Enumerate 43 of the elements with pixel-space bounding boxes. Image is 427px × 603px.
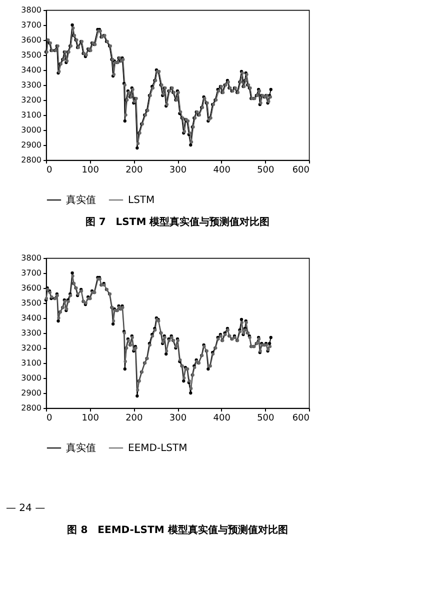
y-tick-label: 3400 <box>21 314 42 322</box>
y-tick-label: 2900 <box>21 140 42 150</box>
x-tick-label: 400 <box>213 166 231 176</box>
y-tick-label: 3500 <box>21 298 42 308</box>
x-tick-label: 600 <box>292 414 310 424</box>
y-tick-label: 3700 <box>21 268 42 278</box>
y-tick-label: 3300 <box>21 80 42 90</box>
y-tick-label: 2800 <box>21 404 42 412</box>
legend-label: LSTM <box>128 195 155 206</box>
y-tick-label: 2800 <box>21 156 42 164</box>
y-tick-label: 2900 <box>21 388 42 398</box>
y-tick-label: 3200 <box>21 96 42 104</box>
x-tick-label: 400 <box>213 414 231 424</box>
x-tick-label: 0 <box>46 414 52 424</box>
y-tick-label: 3000 <box>21 374 42 382</box>
y-tick-label: 3100 <box>21 358 42 368</box>
text: 图 7 LSTM 模型真实值与预测值对比图 <box>85 216 270 228</box>
y-tick-label: 3800 <box>21 254 42 262</box>
legend-label: EEMD-LSTM <box>128 443 188 454</box>
y-tick-label: 3800 <box>21 6 42 14</box>
x-tick-label: 500 <box>257 166 275 176</box>
text: 图 8 EEMD-LSTM 模型真实值与预测值对比图 <box>67 524 288 536</box>
y-tick-label: 3600 <box>21 284 42 292</box>
x-tick-label: 200 <box>126 166 144 176</box>
x-tick-label: 600 <box>292 166 310 176</box>
x-tick-label: 100 <box>82 166 100 176</box>
x-tick-label: 200 <box>126 414 144 424</box>
y-tick-label: 3200 <box>21 344 42 352</box>
legend-label: 真实值 <box>66 442 96 454</box>
y-tick-label: 3300 <box>21 328 42 338</box>
y-tick-label: 3100 <box>21 110 42 120</box>
text: — 24 — <box>6 503 46 514</box>
y-tick-label: 3500 <box>21 50 42 60</box>
x-tick-label: 0 <box>46 166 52 176</box>
y-tick-label: 3600 <box>21 36 42 44</box>
y-tick-label: 3700 <box>21 20 42 30</box>
x-tick-label: 500 <box>257 414 275 424</box>
x-tick-label: 300 <box>169 166 187 176</box>
x-tick-label: 300 <box>169 414 187 424</box>
legend-label: 真实值 <box>66 194 96 206</box>
x-tick-label: 100 <box>82 414 100 424</box>
y-tick-label: 3400 <box>21 66 42 74</box>
y-tick-label: 3000 <box>21 126 42 134</box>
